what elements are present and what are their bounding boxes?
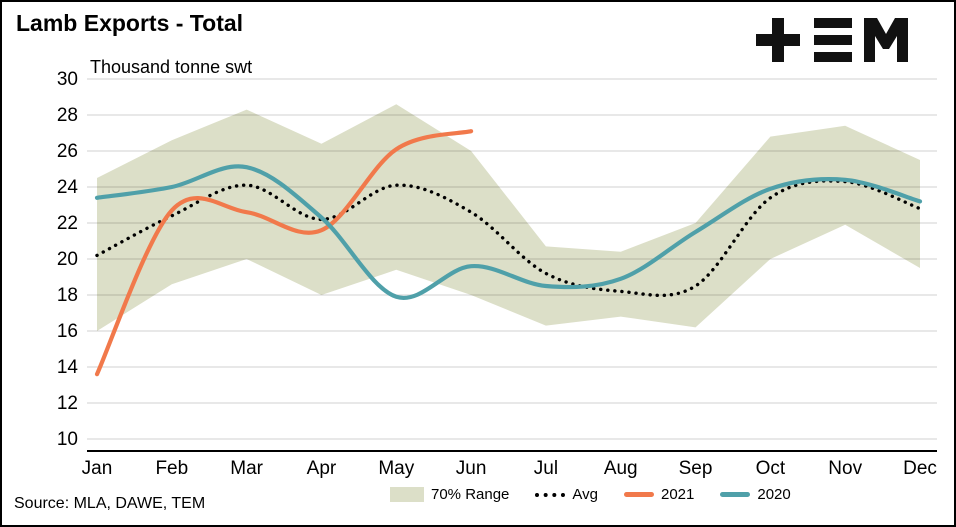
- legend-label-2021: 2021: [660, 486, 695, 503]
- series-line-2021: [94, 129, 474, 377]
- x-tick-label: May: [378, 458, 414, 479]
- legend-label-2020: 2020: [757, 486, 791, 503]
- y-tick-label: 10: [57, 429, 78, 450]
- x-tick-label: Apr: [307, 458, 337, 479]
- legend-swatch-avg: [535, 492, 566, 497]
- x-tick-label: Nov: [828, 458, 862, 479]
- tem-logo-glyphs: [756, 18, 908, 62]
- y-tick-label: 22: [57, 213, 78, 234]
- y-tick-label: 20: [57, 249, 78, 270]
- x-tick-label: Jul: [534, 458, 558, 479]
- chart-title: Lamb Exports - Total: [16, 10, 244, 36]
- legend-item-2020: 2020: [720, 486, 791, 503]
- legend-swatch-2021: [623, 492, 654, 497]
- series-line-2020: [94, 164, 923, 301]
- x-tick-label: Mar: [230, 458, 263, 479]
- x-tick-label: Aug: [604, 458, 638, 479]
- x-tick-label: Jan: [82, 458, 113, 479]
- legend-swatch-2020: [720, 492, 751, 497]
- source-note: Source: MLA, DAWE, TEM: [14, 495, 206, 512]
- legend-item-2021: 2021: [623, 486, 695, 503]
- y-tick-label: 18: [57, 285, 78, 306]
- legend-item-avg: Avg: [535, 486, 598, 503]
- legend-label-70-range: 70% Range: [431, 486, 510, 503]
- x-tick-label: Jun: [456, 458, 487, 479]
- legend: 70% Range Avg 2021 2020: [390, 486, 791, 503]
- y-tick-label: 24: [57, 177, 79, 198]
- x-tick-label: Oct: [756, 458, 786, 479]
- y-tick-label: 12: [57, 393, 78, 414]
- series-line-avg: [95, 179, 922, 298]
- y-tick-label: 16: [57, 321, 78, 342]
- y-axis-unit-label: Thousand tonne swt: [90, 57, 253, 77]
- legend-swatch-70-range: [390, 487, 424, 502]
- x-tick-label: Sep: [679, 458, 713, 479]
- tem-logo-icon: [756, 18, 908, 62]
- x-tick-label: Dec: [903, 458, 937, 479]
- legend-item-70-range: 70% Range: [390, 486, 509, 503]
- y-tick-label: 14: [57, 357, 79, 378]
- x-tick-label: Feb: [155, 458, 188, 479]
- legend-label-avg: Avg: [572, 486, 598, 503]
- y-tick-label: 30: [57, 69, 78, 90]
- y-tick-label: 26: [57, 141, 78, 162]
- range-band: [97, 104, 920, 331]
- y-tick-label: 28: [57, 105, 78, 126]
